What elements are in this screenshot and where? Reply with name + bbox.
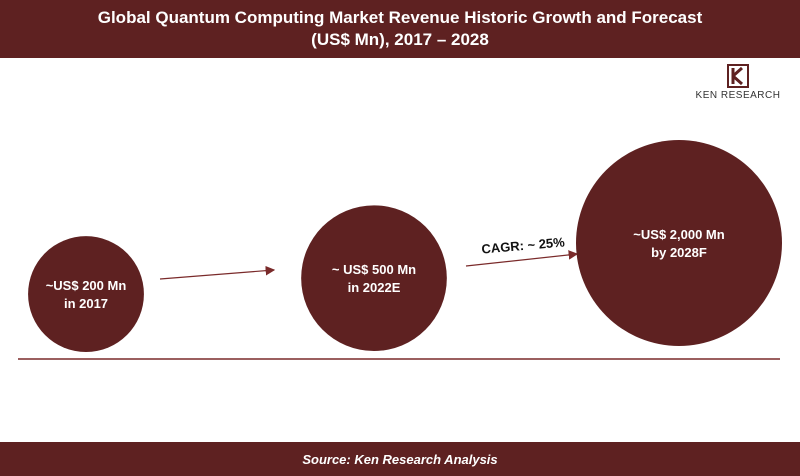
chart-title-line1: Global Quantum Computing Market Revenue … — [97, 8, 703, 27]
bubble-2017 — [28, 236, 144, 352]
chart-title-bar: Global Quantum Computing Market Revenue … — [0, 0, 800, 58]
cagr-annotation: CAGR: ~ 25% — [481, 234, 566, 256]
bubble-label-2028F-year: by 2028F — [651, 245, 707, 260]
bubble-label-2028F-value: ~US$ 2,000 Mn — [633, 227, 724, 242]
source-text: Source: Ken Research Analysis — [302, 451, 498, 467]
arrow-2022-2028 — [465, 250, 579, 267]
chart-title-line2: (US$ Mn), 2017 – 2028 — [311, 30, 489, 49]
bubble-label-2022E-value: ~ US$ 500 Mn — [332, 262, 416, 277]
source-bar: Source: Ken Research Analysis — [0, 442, 800, 476]
bubble-2028F — [576, 140, 782, 346]
arrow-2017-2022 — [159, 265, 276, 280]
ken-research-logo-icon — [727, 64, 749, 88]
ken-research-logo: KEN RESEARCH — [683, 64, 793, 104]
logo-text: KEN RESEARCH — [695, 90, 781, 101]
bubbles-group: ~US$ 200 Mn in 2017 ~ US$ 500 Mn in 2022E ~U… — [28, 140, 782, 352]
bubble-2022E — [301, 205, 447, 351]
bubble-label-2017-year: in 2017 — [64, 296, 108, 311]
bubble-label-2022E-year: in 2022E — [348, 280, 401, 295]
bubble-label-2017-value: ~US$ 200 Mn — [46, 278, 127, 293]
